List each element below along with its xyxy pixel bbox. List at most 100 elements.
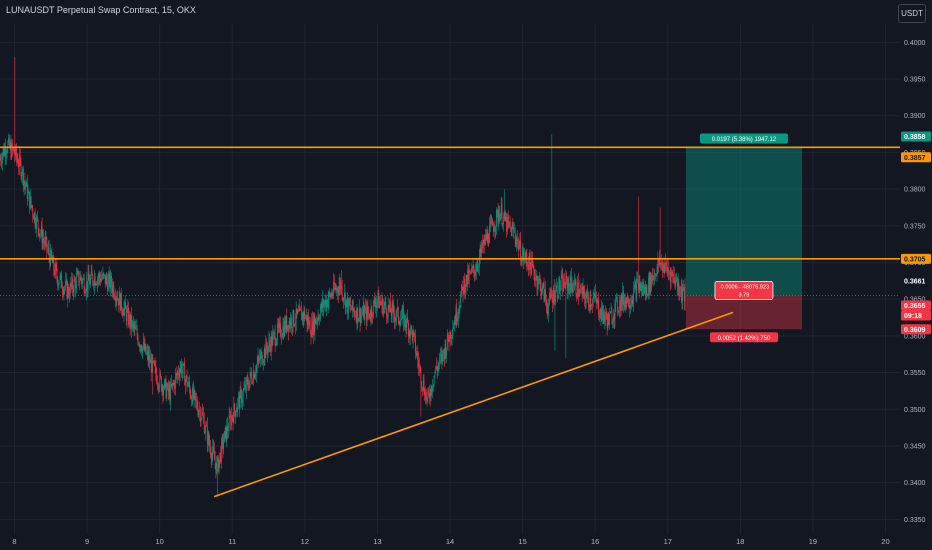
- candle-body: [378, 292, 380, 308]
- candle-body: [374, 299, 376, 305]
- candle-body: [33, 215, 34, 220]
- candle: [346, 297, 348, 308]
- candle-body: [154, 364, 156, 366]
- price-axis-label-text: 0.3857: [904, 155, 926, 162]
- grid: [0, 24, 900, 534]
- candle: [182, 363, 184, 379]
- candle-body: [676, 277, 677, 281]
- candle: [367, 299, 369, 320]
- candle-body: [350, 304, 352, 309]
- candle-body: [434, 372, 436, 376]
- candle: [348, 297, 349, 320]
- candle: [9, 134, 10, 149]
- candle-body: [382, 298, 384, 315]
- candle: [90, 274, 91, 288]
- candle: [199, 401, 200, 422]
- candle-body: [469, 271, 471, 273]
- candle: [482, 234, 483, 254]
- candle: [158, 384, 160, 393]
- candle: [334, 283, 336, 290]
- candle-body: [40, 233, 41, 234]
- candle: [377, 289, 379, 308]
- candle: [17, 153, 19, 168]
- candle-body: [584, 290, 585, 299]
- candle: [102, 266, 104, 281]
- candle: [56, 259, 58, 284]
- candle: [258, 354, 260, 368]
- candle: [180, 360, 182, 373]
- candle-body: [100, 278, 102, 282]
- candle-body: [617, 310, 619, 312]
- candle: [470, 271, 472, 275]
- candle: [454, 314, 456, 326]
- candle-body: [436, 366, 437, 369]
- candle-body: [587, 291, 589, 297]
- candle-body: [128, 308, 129, 325]
- candle: [31, 204, 33, 212]
- candle: [478, 248, 480, 276]
- candle-body: [153, 361, 155, 365]
- candle: [288, 317, 290, 334]
- candle: [565, 269, 567, 358]
- candle-body: [288, 325, 289, 332]
- candle-body: [513, 227, 514, 232]
- candle: [378, 286, 380, 309]
- candle: [372, 311, 373, 324]
- candle: [552, 290, 553, 313]
- candle: [423, 374, 425, 396]
- candle: [178, 367, 180, 386]
- candle: [301, 301, 302, 321]
- candle: [175, 372, 177, 384]
- candle: [553, 279, 555, 305]
- y-tick-label: 0.3350: [904, 517, 926, 524]
- candle: [597, 298, 599, 309]
- candle: [397, 306, 399, 325]
- candle: [182, 361, 183, 381]
- candle-body: [142, 346, 143, 354]
- candle: [415, 329, 416, 360]
- candle-body: [252, 381, 253, 384]
- candle: [501, 198, 503, 227]
- price-axis-label-text: 0.3661: [904, 279, 926, 286]
- candle-body: [407, 317, 408, 323]
- candle: [644, 283, 645, 295]
- candle-body: [546, 300, 547, 304]
- candle: [27, 184, 29, 202]
- x-tick-label: 10: [156, 537, 164, 546]
- candle-body: [304, 309, 306, 319]
- candle: [4, 142, 6, 158]
- candle-body: [524, 252, 526, 258]
- candle: [302, 311, 304, 328]
- candle-body: [631, 299, 633, 304]
- candle: [676, 272, 677, 283]
- candle-body: [146, 352, 147, 354]
- candle: [626, 296, 628, 310]
- candle-body: [125, 302, 126, 310]
- candle: [496, 207, 497, 235]
- candle: [168, 381, 170, 400]
- candle-body: [655, 275, 657, 277]
- candle-body: [332, 294, 334, 296]
- stop-label-bg: [709, 332, 778, 343]
- candle-body: [104, 274, 106, 285]
- candle: [2, 148, 4, 160]
- candle-body: [421, 384, 423, 388]
- candle: [434, 370, 436, 379]
- candle: [231, 414, 233, 422]
- candle-body: [263, 360, 264, 364]
- candle: [210, 452, 212, 468]
- candle-body: [298, 311, 299, 312]
- candle: [462, 286, 464, 303]
- candle-body: [319, 310, 321, 320]
- candle-body: [477, 265, 479, 267]
- x-tick-label: 18: [736, 537, 744, 546]
- candle-body: [342, 297, 344, 299]
- candle-body: [0, 158, 2, 162]
- candle-body: [355, 315, 356, 317]
- candle: [216, 455, 218, 475]
- candle-body: [70, 283, 72, 287]
- currency-button[interactable]: USDT: [898, 4, 926, 23]
- candle-body: [272, 333, 274, 346]
- candle-body: [295, 308, 297, 323]
